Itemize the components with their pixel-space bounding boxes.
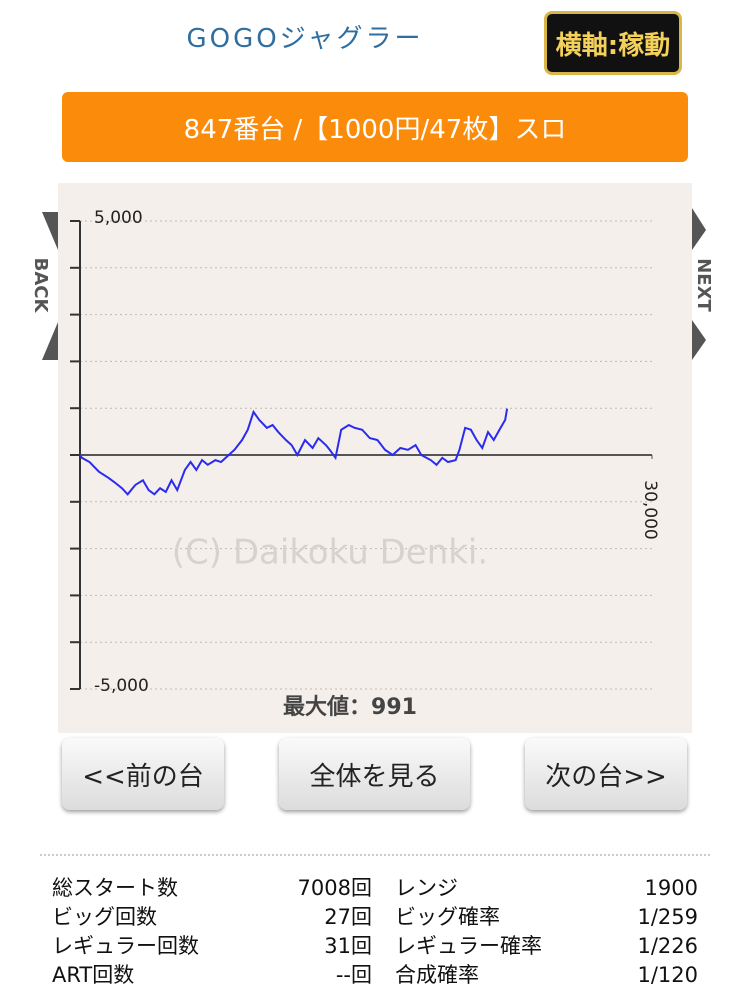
table-cell: ART回数 bbox=[52, 963, 135, 987]
table-cell: 合成確率 bbox=[395, 963, 479, 987]
back-arrow[interactable] bbox=[42, 322, 58, 360]
axis-toggle-button[interactable]: 横軸:稼動 bbox=[544, 11, 682, 75]
table-cell: 31回 bbox=[324, 934, 372, 958]
table-cell: 1900 bbox=[644, 876, 698, 900]
table-cell: レンジ bbox=[395, 876, 458, 900]
chart-background bbox=[58, 183, 692, 733]
data-line bbox=[79, 408, 509, 496]
y-tick-label: 5,000 bbox=[94, 208, 143, 228]
next-arrow[interactable] bbox=[692, 208, 706, 250]
back-arrow[interactable] bbox=[42, 212, 58, 250]
machine-banner: 847番台 /【1000円/47枚】スロ bbox=[62, 92, 688, 162]
y-tick-label: -5,000 bbox=[94, 676, 149, 696]
table-cell: 1/226 bbox=[637, 934, 698, 958]
table-cell: 1/259 bbox=[637, 905, 698, 929]
table-cell: レギュラー確率 bbox=[395, 934, 542, 958]
separator bbox=[40, 854, 710, 856]
app-title: GOGOジャグラー bbox=[186, 24, 424, 54]
watermark: (C) Daikoku Denki. bbox=[172, 533, 488, 573]
table-cell: ビッグ確率 bbox=[395, 905, 500, 929]
prev-button[interactable]: <<前の台 bbox=[62, 738, 224, 810]
overview-button[interactable]: 全体を見る bbox=[279, 738, 470, 810]
table-cell: 7008回 bbox=[297, 876, 372, 900]
table-cell: 27回 bbox=[324, 905, 372, 929]
table-cell: 総スタート数 bbox=[52, 876, 178, 900]
max-value-label: 最大値：991 bbox=[283, 695, 417, 720]
next-label[interactable]: NEXT bbox=[693, 258, 714, 312]
next-arrow[interactable] bbox=[692, 320, 706, 360]
table-cell: --回 bbox=[335, 963, 372, 987]
table-cell: レギュラー回数 bbox=[52, 934, 199, 958]
table-cell: 1/120 bbox=[637, 963, 698, 987]
back-label[interactable]: BACK bbox=[30, 258, 51, 314]
x-tick-label: 30,000 bbox=[640, 480, 660, 539]
table-cell: ビッグ回数 bbox=[52, 905, 157, 929]
next-button[interactable]: 次の台>> bbox=[525, 738, 687, 810]
